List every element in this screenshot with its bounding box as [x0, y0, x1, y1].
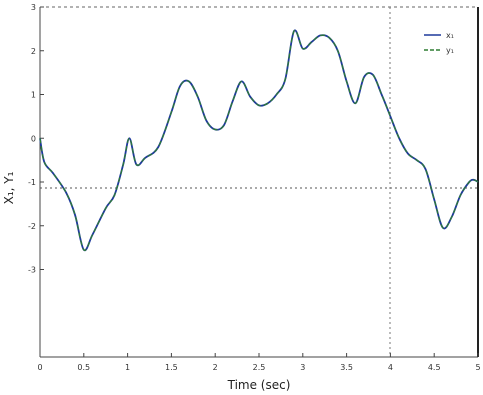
x-tick-label: 5 [475, 363, 480, 372]
y-tick-label: 1 [31, 91, 36, 100]
y-tick-label: 2 [31, 47, 36, 56]
y-axis-label: X₁, Y₁ [2, 171, 16, 204]
y-tick-label: -2 [28, 222, 36, 231]
x-tick-label: 4 [388, 363, 393, 372]
y-axis-ticks: 3 2 1 0 -1 -2 -3 [28, 3, 44, 275]
x-tick-label: 3.5 [340, 363, 353, 372]
legend-label-x1: x₁ [446, 31, 454, 40]
x-tick-label: 2.5 [253, 363, 266, 372]
y-tick-label: 3 [31, 3, 36, 12]
y-tick-label: -1 [28, 178, 36, 187]
x-tick-label: 0 [37, 363, 42, 372]
series-line-y1 [39, 29, 479, 251]
x-axis-ticks: 0 0.5 1 1.5 2 2.5 3 3.5 4 4.5 5 [37, 353, 481, 372]
x-tick-label: 1.5 [165, 363, 178, 372]
x-tick-label: 3 [300, 363, 305, 372]
x-tick-label: 2 [213, 363, 218, 372]
x-tick-label: 1 [125, 363, 130, 372]
series-group [39, 29, 479, 252]
x-tick-label: 0.5 [77, 363, 90, 372]
legend-box [418, 24, 474, 60]
x-axis-label: Time (sec) [227, 378, 291, 392]
legend-label-y1: y₁ [446, 46, 454, 55]
x-tick-label: 4.5 [428, 363, 441, 372]
legend: x₁ y₁ [418, 24, 474, 60]
y-tick-label: -3 [28, 266, 36, 275]
y-tick-label: 0 [31, 134, 36, 143]
